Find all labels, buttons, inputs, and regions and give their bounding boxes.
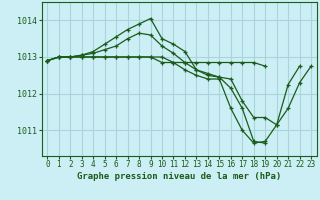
X-axis label: Graphe pression niveau de la mer (hPa): Graphe pression niveau de la mer (hPa) <box>77 172 281 181</box>
